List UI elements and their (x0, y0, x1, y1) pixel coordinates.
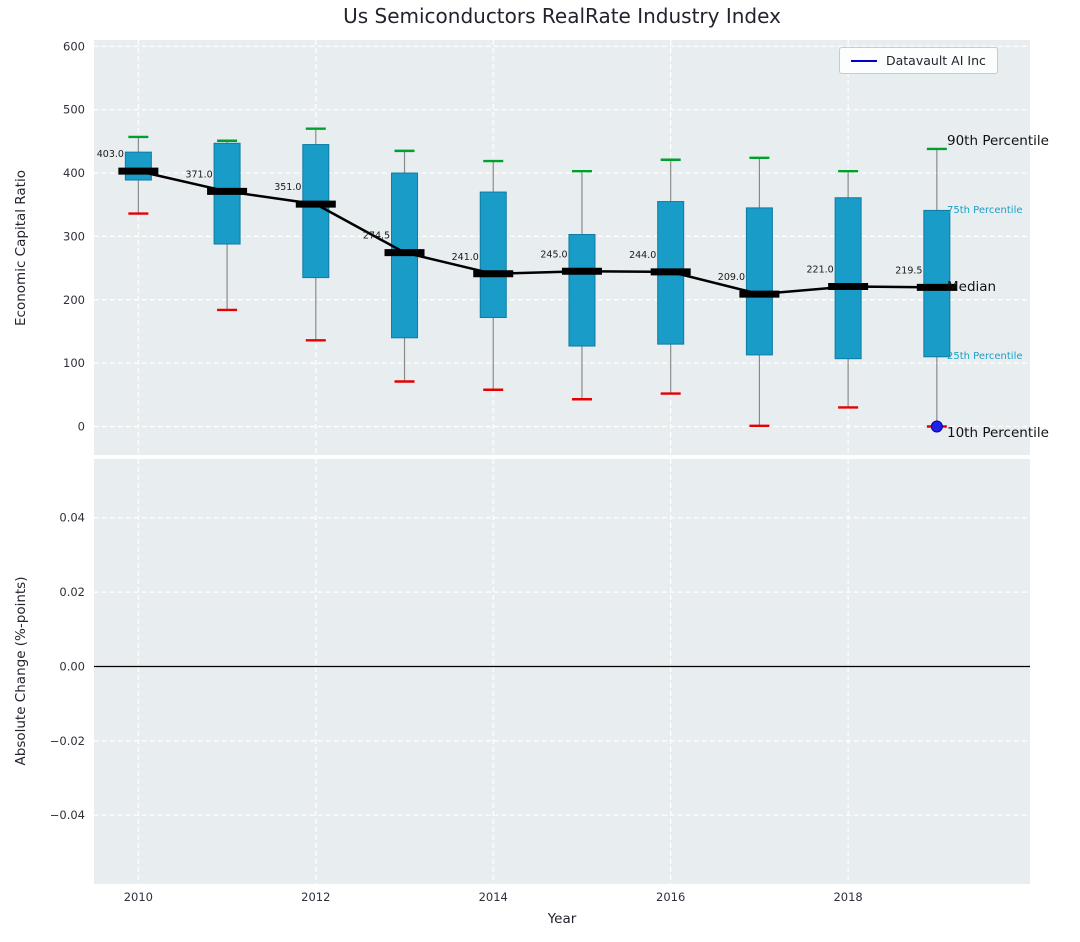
median-value-label: 241.0 (452, 252, 479, 263)
annotation-90th-percentile: 90th Percentile (947, 132, 1049, 149)
y-axis-label-bottom: Absolute Change (%-points) (13, 576, 29, 766)
iqr-box (923, 209, 951, 358)
x-tick-label: 2016 (656, 890, 685, 904)
y-tick-label-top: 500 (63, 103, 85, 117)
x-tick-label: 2014 (479, 890, 508, 904)
iqr-box (479, 191, 507, 319)
annotation-10th-percentile: 10th Percentile (947, 425, 1049, 442)
x-tick-label: 2012 (301, 890, 330, 904)
plot-area-bottom (94, 459, 1030, 884)
plot-area-top (94, 40, 1030, 455)
median-value-label: 221.0 (807, 264, 834, 275)
x-axis-label: Year (547, 911, 577, 927)
y-tick-label-top: 400 (63, 166, 85, 180)
iqr-box (834, 197, 862, 360)
iqr-box (568, 234, 596, 347)
iqr-box (302, 144, 330, 279)
median-value-label: 219.5 (895, 265, 922, 276)
y-tick-label-bottom: 0.00 (59, 659, 85, 673)
company-point (930, 420, 943, 433)
y-tick-label-top: 0 (78, 419, 85, 433)
iqr-box (124, 151, 152, 181)
x-tick-label: 2010 (124, 890, 153, 904)
y-tick-label-top: 600 (63, 39, 85, 53)
chart-title: Us Semiconductors RealRate Industry Inde… (343, 4, 781, 28)
y-axis-label-top: Economic Capital Ratio (13, 170, 29, 326)
y-tick-label-top: 300 (63, 229, 85, 243)
y-tick-label-bottom: 0.02 (59, 585, 85, 599)
x-tick-label: 2018 (833, 890, 862, 904)
iqr-box (745, 207, 773, 356)
median-value-label: 244.0 (629, 250, 656, 261)
legend-line-swatch (851, 59, 877, 62)
median-value-label: 351.0 (274, 182, 301, 193)
y-tick-label-top: 100 (63, 356, 85, 370)
median-value-label: 209.0 (718, 272, 745, 283)
y-tick-label-bottom: −0.02 (50, 734, 85, 748)
median-value-label: 403.0 (97, 149, 124, 160)
y-tick-label-bottom: 0.04 (59, 511, 85, 525)
legend: Datavault AI Inc (839, 47, 998, 74)
legend-label: Datavault AI Inc (886, 53, 986, 68)
annotation-median: Median (947, 279, 997, 296)
y-tick-label-bottom: −0.04 (50, 808, 85, 822)
median-trend-line (138, 169, 937, 296)
annotation-25th-percentile: 25th Percentile (947, 351, 1023, 363)
y-tick-label-top: 200 (63, 293, 85, 307)
annotation-75th-percentile: 75th Percentile (947, 204, 1023, 216)
median-value-label: 274.5 (363, 231, 390, 242)
median-value-label: 245.0 (540, 249, 567, 260)
median-value-label: 371.0 (185, 169, 212, 180)
